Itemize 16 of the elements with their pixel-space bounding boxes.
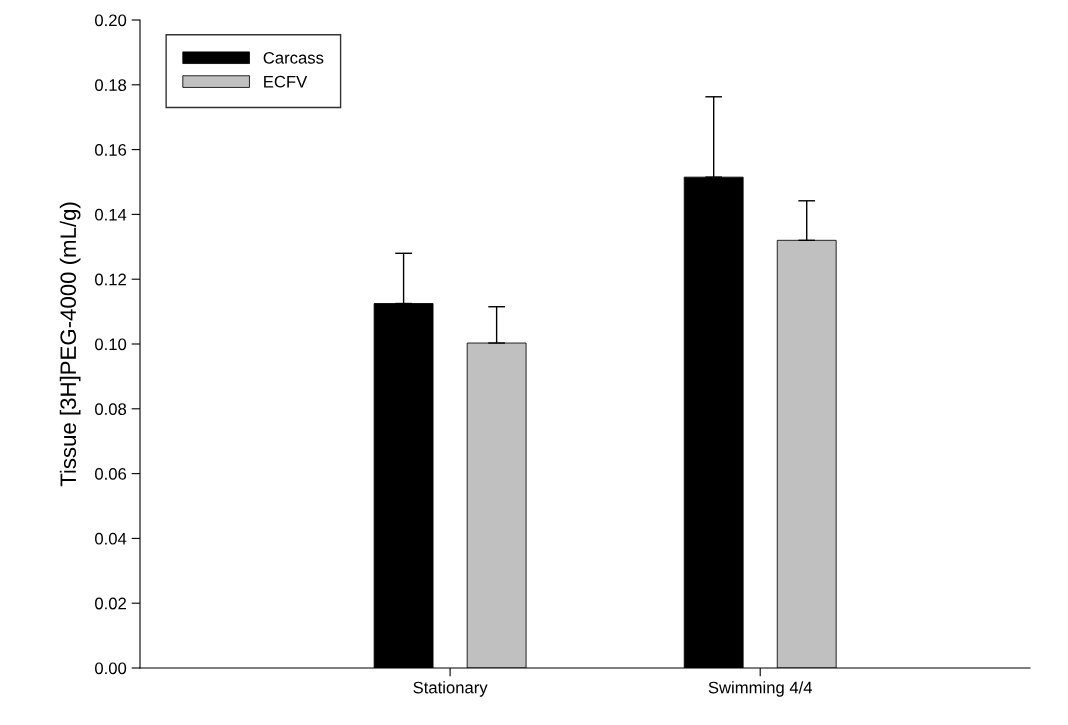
y-tick-label: 0.14 [95,208,127,221]
y-tick-label: 0.06 [95,468,127,480]
x-tick-label: Stationary [413,681,488,697]
y-tick-label: 0.00 [95,662,127,675]
y-tick-label: 0.20 [95,14,127,27]
y-tick-label: 0.04 [95,532,127,545]
legend-label: ECFV [264,75,308,88]
legend-label: Carcass [263,51,324,64]
y-tick-label: 0.02 [95,597,126,610]
y-tick-label: 0.08 [95,403,127,415]
y-axis-title: Tissue [3H]PEG-4000 (mL/g) [59,202,81,487]
x-tick-label: Swimming 4/4 [708,681,813,697]
y-tick-label: 0.10 [95,338,127,351]
y-tick-label: 0.18 [95,79,127,91]
y-tick-label: 0.12 [95,273,126,286]
y-tick-label: 0.16 [95,144,127,156]
